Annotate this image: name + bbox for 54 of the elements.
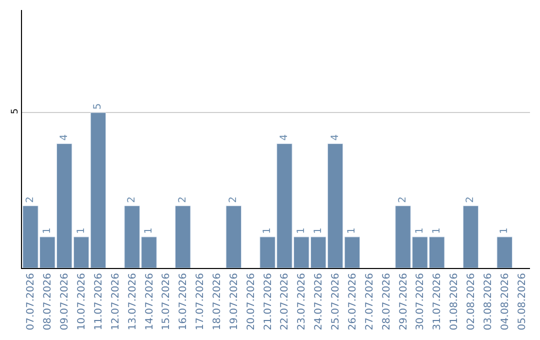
x-tick-label: 18.07.2026 xyxy=(212,273,223,330)
data-label: 4 xyxy=(330,134,341,141)
x-tick-label: 26.07.2026 xyxy=(347,273,358,330)
x-tick-label: 07.07.2026 xyxy=(26,273,37,330)
data-label: 1 xyxy=(144,228,154,234)
data-label: 2 xyxy=(228,196,240,203)
data-label: 2 xyxy=(398,196,408,203)
data-label: 1 xyxy=(312,228,324,234)
data-label: 1 xyxy=(499,228,510,234)
x-tick-label: 17.07.2026 xyxy=(195,273,206,330)
x-tick-label: 05.08.2026 xyxy=(516,273,528,330)
bar xyxy=(462,206,479,268)
x-tick-label: 25.07.2026 xyxy=(330,273,342,330)
x-tick-label: 29.07.2026 xyxy=(398,273,410,330)
data-label: 2 xyxy=(465,196,476,203)
x-tick-label: 19.07.2026 xyxy=(228,273,240,330)
x-tick-label: 23.07.2026 xyxy=(296,273,308,330)
x-tick-label: 08.07.2026 xyxy=(42,273,54,330)
data-label: 2 xyxy=(24,196,36,203)
bar xyxy=(175,206,191,268)
x-tick-label: 28.07.2026 xyxy=(381,273,392,330)
data-label: 5 xyxy=(92,103,104,110)
x-tick-label: 30.07.2026 xyxy=(415,273,426,330)
x-tick-label: 24.07.2026 xyxy=(314,273,325,330)
bar xyxy=(496,236,512,268)
x-tick-label: 21.07.2026 xyxy=(262,273,274,330)
data-label: 1 xyxy=(431,228,442,234)
x-tick-label: 11.07.2026 xyxy=(93,273,104,330)
data-label: 2 xyxy=(126,196,138,203)
x-tick-label: 01.08.2026 xyxy=(449,273,460,330)
x-tick-label: 09.07.2026 xyxy=(60,273,71,330)
x-tick-label: 31.07.2026 xyxy=(432,273,444,330)
data-label: 4 xyxy=(278,134,290,141)
data-label: 1 xyxy=(262,228,274,234)
x-tick-label: 10.07.2026 xyxy=(76,273,88,330)
x-tick-label: 27.07.2026 xyxy=(364,273,376,330)
x-tick-label: 04.08.2026 xyxy=(500,273,511,330)
x-tick-label: 02.08.2026 xyxy=(466,273,477,330)
bar xyxy=(226,206,242,268)
x-tick-label: 22.07.2026 xyxy=(280,273,291,330)
data-label: 1 xyxy=(414,228,426,234)
data-label: 4 xyxy=(58,134,70,141)
x-tick-label: 16.07.2026 xyxy=(178,273,190,330)
data-label: 1 xyxy=(76,228,87,234)
data-label: 1 xyxy=(346,228,358,234)
x-tick-label: 13.07.2026 xyxy=(127,273,138,330)
x-tick-label: 15.07.2026 xyxy=(161,273,172,330)
x-tick-label: 14.07.2026 xyxy=(144,273,156,330)
data-label: 1 xyxy=(42,228,53,234)
x-tick-label: 12.07.2026 xyxy=(110,273,122,330)
x-tick-label: 20.07.2026 xyxy=(246,273,257,330)
x-tick-label: 03.08.2026 xyxy=(482,273,494,330)
data-label: 1 xyxy=(296,228,307,234)
data-label: 2 xyxy=(177,196,188,203)
